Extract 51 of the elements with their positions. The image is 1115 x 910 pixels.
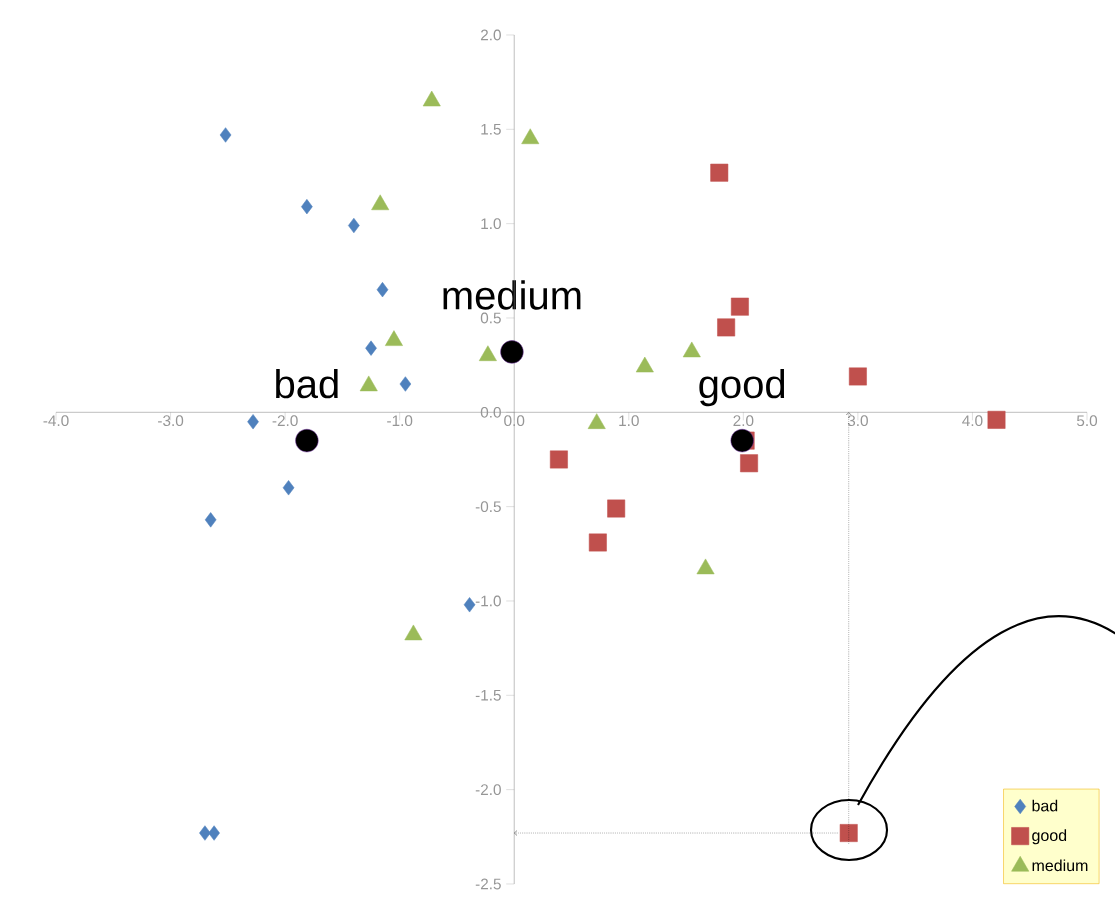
point (607, 499, 626, 518)
y-tick-label: 0.0 (480, 406, 501, 418)
point (500, 340, 524, 364)
legend-label: good (1032, 829, 1067, 845)
point (987, 410, 1006, 429)
x-tick-label: -4.0 (43, 415, 69, 427)
x-tick-label: -3.0 (158, 415, 184, 427)
point (710, 163, 729, 182)
annotation: bad (276, 368, 338, 399)
annotation: good (699, 368, 785, 407)
legend-label: medium (1032, 859, 1088, 872)
point (740, 454, 758, 473)
x-tick-label: -2.0 (272, 415, 298, 427)
y-tick-label: -2.0 (475, 784, 501, 796)
point (399, 376, 412, 392)
point (282, 480, 295, 496)
point (219, 127, 232, 143)
point (365, 340, 377, 356)
point (463, 597, 476, 613)
x-tick-label: 1.0 (619, 415, 639, 427)
point (839, 824, 858, 842)
y-tick-label: 2.0 (480, 29, 501, 41)
point (247, 414, 259, 430)
point (848, 367, 867, 386)
point (376, 282, 389, 298)
y-tick-label: 1.5 (481, 123, 501, 135)
x-tick-label: 2.0 (733, 415, 754, 427)
point (204, 512, 217, 528)
point (730, 297, 749, 316)
y-tick-label: -1.5 (475, 689, 501, 701)
y-tick-label: -1.0 (475, 595, 501, 607)
x-tick-label: 5.0 (1076, 415, 1098, 427)
point (717, 318, 736, 337)
point (348, 217, 360, 234)
annotation: medium (443, 280, 581, 310)
point (730, 429, 754, 453)
point (295, 429, 319, 453)
x-tick-label: 0.0 (504, 415, 525, 427)
point (549, 450, 568, 469)
legend-label: bad (1032, 799, 1058, 812)
point (588, 533, 607, 552)
y-tick-label: -0.5 (475, 501, 501, 513)
y-tick-label: 1.0 (481, 218, 501, 230)
x-tick-label: 4.0 (962, 415, 983, 427)
point (199, 825, 211, 841)
point (301, 199, 313, 215)
point (208, 825, 220, 841)
x-tick-label: -1.0 (387, 415, 413, 427)
y-tick-label: 0.5 (480, 312, 501, 324)
x-tick-label: 3.0 (847, 415, 868, 427)
y-tick-label: -2.5 (475, 878, 501, 890)
